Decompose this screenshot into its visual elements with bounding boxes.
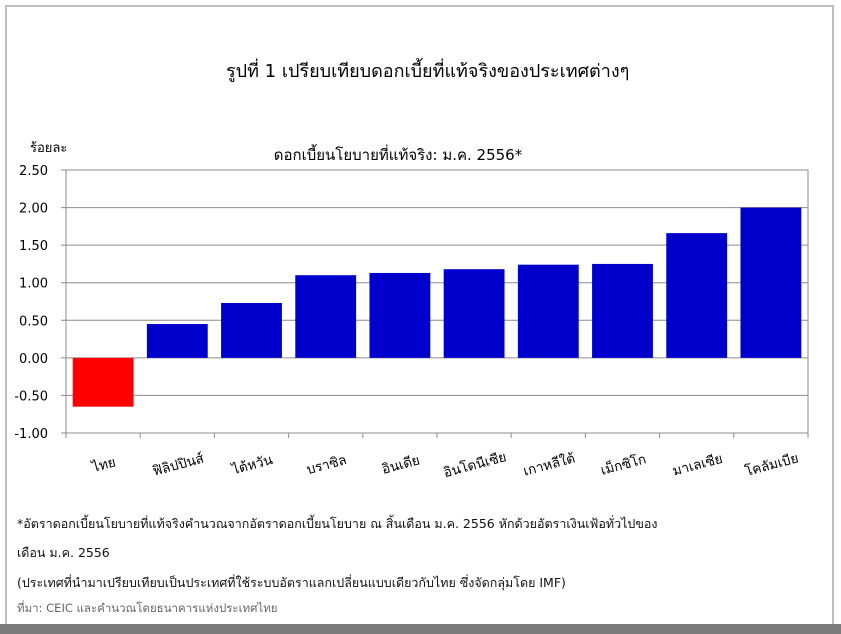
x-tick-label: อินโดนีเซีย bbox=[442, 448, 508, 481]
bar bbox=[295, 275, 357, 358]
x-tick-label: ไทย bbox=[90, 454, 118, 476]
bar-layer bbox=[72, 207, 802, 407]
bar bbox=[592, 263, 653, 358]
x-tick-label: ไต้หวัน bbox=[229, 452, 274, 478]
y-tick-label: 0.50 bbox=[19, 314, 48, 329]
figure-title: รูปที่ 1 เปรียบเทียบดอกเบี้ยที่แท้จริงขอ… bbox=[226, 61, 630, 82]
chart-title: ดอกเบี้ยนโยบายที่แท้จริง: ม.ค. 2556* bbox=[274, 144, 523, 164]
y-tick-label: 1.00 bbox=[19, 277, 48, 292]
footnote-line-1: *อัตราดอกเบี้ยนโยบายที่แท้จริงคำนวณจากอั… bbox=[17, 516, 658, 531]
y-tick-label: 1.50 bbox=[19, 239, 48, 254]
x-tick-label: อินเดีย bbox=[380, 452, 421, 477]
x-tick-label: มาเลเซีย bbox=[671, 451, 724, 480]
y-tick-label: 2.50 bbox=[19, 164, 48, 179]
x-tick-label: ฟิลิปปินส์ bbox=[151, 450, 206, 480]
bar bbox=[72, 357, 134, 407]
bar bbox=[221, 303, 282, 358]
x-tick-label: บราซิล bbox=[305, 452, 349, 478]
y-axis-label: ร้อยละ bbox=[30, 141, 67, 156]
bar bbox=[517, 264, 579, 358]
bottom-border-bar bbox=[0, 624, 841, 634]
footnote-line-2: เดือน ม.ค. 2556 bbox=[17, 545, 110, 560]
bar bbox=[443, 269, 505, 358]
x-tick-label: โคลัมเบีย bbox=[743, 449, 800, 480]
x-tick-label: เม็กซิโก bbox=[599, 449, 648, 478]
y-tick-label: 2.00 bbox=[19, 202, 48, 217]
y-tick-label: -0.50 bbox=[14, 389, 48, 404]
y-tick-label: 0.00 bbox=[19, 352, 48, 367]
footnote-line-3: (ประเทศที่นำมาเปรียบเทียบเป็นประเทศที่ใช… bbox=[17, 575, 566, 590]
source-note: ที่มา: CEIC และคำนวณโดยธนาคารแห่งประเทศไ… bbox=[17, 601, 278, 615]
bar bbox=[666, 233, 728, 358]
bar bbox=[146, 324, 208, 358]
x-tick-label: เกาหลีใต้ bbox=[521, 450, 577, 480]
bar bbox=[740, 207, 802, 358]
bar bbox=[369, 272, 431, 358]
y-tick-label: -1.00 bbox=[14, 427, 48, 442]
